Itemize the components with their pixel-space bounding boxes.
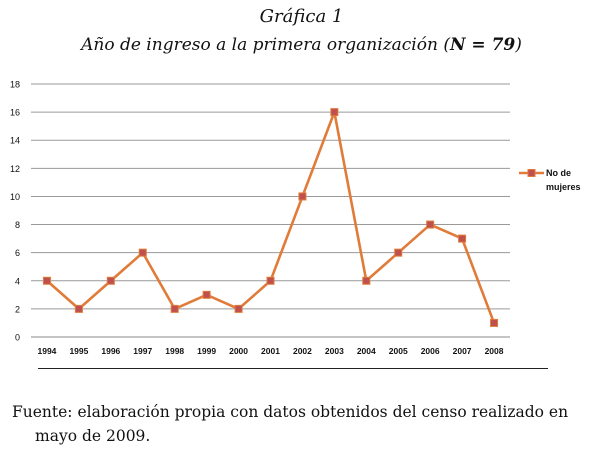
data-point bbox=[234, 304, 243, 313]
y-tick-label: 6 bbox=[15, 248, 20, 258]
separator-rule bbox=[38, 368, 548, 369]
y-tick-label: 12 bbox=[10, 164, 20, 174]
x-tick-label: 2005 bbox=[389, 346, 408, 356]
y-tick-label: 14 bbox=[10, 136, 20, 146]
figure-title: Año de ingreso a la primera organización… bbox=[0, 35, 603, 55]
line-chart: 0 2 4 6 8 10 12 14 16 18 1994 1995 1996 1997 1998 1999 2… bbox=[10, 80, 581, 357]
y-tick-label: 4 bbox=[15, 276, 20, 286]
data-point bbox=[458, 234, 467, 243]
figure-label: Gráfica 1 bbox=[259, 6, 344, 27]
source-line-2: mayo de 2009. bbox=[35, 427, 151, 445]
data-point bbox=[330, 108, 339, 117]
x-tick-label: 2000 bbox=[229, 346, 248, 356]
x-tick-label: 2004 bbox=[357, 346, 376, 356]
data-point bbox=[106, 276, 115, 285]
data-point bbox=[394, 248, 403, 257]
x-tick-label: 1996 bbox=[101, 346, 120, 356]
data-point bbox=[266, 276, 275, 285]
source-note: Fuente: elaboración propia con datos obt… bbox=[12, 400, 597, 448]
figure-title-main: Año de ingreso a la primera organización… bbox=[81, 35, 450, 55]
y-tick-label: 8 bbox=[15, 220, 20, 230]
series-line bbox=[46, 110, 496, 324]
legend-label: No de bbox=[546, 168, 571, 178]
data-point bbox=[74, 304, 83, 313]
source-line-1: Fuente: elaboración propia con datos obt… bbox=[12, 403, 569, 421]
x-tick-label: 2008 bbox=[485, 346, 504, 356]
x-tick-label: 2001 bbox=[261, 346, 280, 356]
y-tick-label: 2 bbox=[15, 304, 20, 314]
x-tick-label: 2003 bbox=[325, 346, 344, 356]
x-tick-label: 1998 bbox=[165, 346, 184, 356]
y-tick-label: 0 bbox=[15, 333, 20, 343]
data-point bbox=[202, 290, 211, 299]
x-tick-label: 1994 bbox=[38, 346, 57, 356]
x-tick-label: 2007 bbox=[453, 346, 472, 356]
data-point bbox=[138, 248, 147, 257]
figure-title-n: N = 79 bbox=[449, 35, 516, 55]
x-tick-label: 1995 bbox=[69, 346, 88, 356]
data-point bbox=[298, 192, 307, 201]
x-tick-label: 1999 bbox=[197, 346, 216, 356]
x-tick-label: 2002 bbox=[293, 346, 312, 356]
legend-label: mujeres bbox=[546, 182, 581, 192]
x-tick-label: 1997 bbox=[133, 346, 152, 356]
data-point bbox=[42, 276, 51, 285]
legend-swatch-marker bbox=[527, 169, 536, 177]
y-tick-label: 16 bbox=[10, 108, 20, 118]
data-point bbox=[170, 304, 179, 313]
y-tick-label: 10 bbox=[10, 192, 20, 202]
data-point bbox=[490, 318, 499, 327]
data-point bbox=[426, 220, 435, 229]
figure-title-close: ) bbox=[515, 35, 522, 55]
data-point bbox=[362, 276, 371, 285]
y-tick-label: 18 bbox=[10, 80, 20, 90]
x-tick-label: 2006 bbox=[421, 346, 440, 356]
